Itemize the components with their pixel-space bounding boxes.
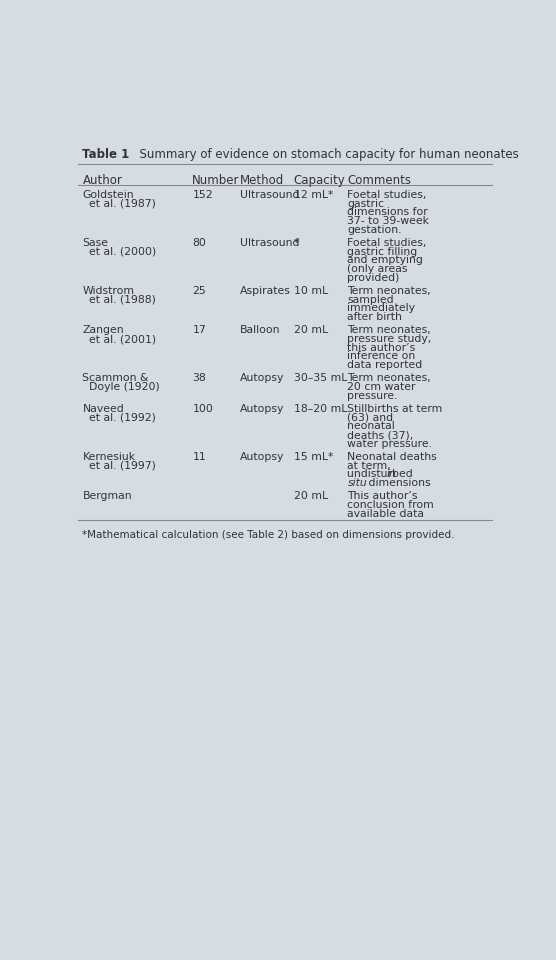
Text: gestation.: gestation. bbox=[348, 225, 402, 235]
Text: et al. (2000): et al. (2000) bbox=[82, 247, 157, 256]
Text: gastric filling: gastric filling bbox=[348, 247, 418, 256]
Text: Naveed: Naveed bbox=[82, 404, 124, 414]
Text: Widstrom: Widstrom bbox=[82, 286, 135, 296]
Text: conclusion from: conclusion from bbox=[348, 500, 434, 510]
Text: Kernesiuk: Kernesiuk bbox=[82, 452, 136, 462]
Text: data reported: data reported bbox=[348, 360, 423, 371]
Text: Neonatal deaths: Neonatal deaths bbox=[348, 452, 437, 462]
Text: et al. (1988): et al. (1988) bbox=[82, 295, 156, 304]
Text: and emptying: and emptying bbox=[348, 255, 423, 265]
Text: Bergman: Bergman bbox=[82, 492, 132, 501]
Text: after birth: after birth bbox=[348, 312, 403, 323]
Text: Table 1: Table 1 bbox=[82, 149, 130, 161]
Text: 18–20 mL: 18–20 mL bbox=[294, 404, 347, 414]
Text: Foetal studies,: Foetal studies, bbox=[348, 190, 427, 200]
Text: pressure.: pressure. bbox=[348, 391, 398, 400]
Text: 20 mL: 20 mL bbox=[294, 492, 327, 501]
Text: Term neonates,: Term neonates, bbox=[348, 373, 431, 383]
Text: 12 mL*: 12 mL* bbox=[294, 190, 333, 200]
Text: situ: situ bbox=[348, 478, 367, 488]
Text: in: in bbox=[387, 469, 397, 479]
Text: Zangen: Zangen bbox=[82, 325, 124, 335]
Text: 17: 17 bbox=[192, 325, 206, 335]
Text: Balloon: Balloon bbox=[240, 325, 280, 335]
Text: 37- to 39-week: 37- to 39-week bbox=[348, 216, 429, 226]
Text: provided): provided) bbox=[348, 273, 400, 283]
Text: 10 mL: 10 mL bbox=[294, 286, 327, 296]
Text: pressure study,: pressure study, bbox=[348, 334, 431, 344]
Text: sampled: sampled bbox=[348, 295, 394, 304]
Text: Summary of evidence on stomach capacity for human neonates: Summary of evidence on stomach capacity … bbox=[132, 149, 519, 161]
Text: Ultrasound: Ultrasound bbox=[240, 238, 299, 248]
Text: Aspirates: Aspirates bbox=[240, 286, 291, 296]
Text: et al. (1997): et al. (1997) bbox=[82, 461, 156, 470]
Text: 20 mL: 20 mL bbox=[294, 325, 327, 335]
Text: Term neonates,: Term neonates, bbox=[348, 325, 431, 335]
Text: gastric: gastric bbox=[348, 199, 384, 208]
Text: available data: available data bbox=[348, 509, 424, 518]
Text: 80: 80 bbox=[192, 238, 206, 248]
Text: et al. (1987): et al. (1987) bbox=[82, 199, 156, 208]
Text: Capacity: Capacity bbox=[294, 175, 345, 187]
Text: Sase: Sase bbox=[82, 238, 108, 248]
Text: inference on: inference on bbox=[348, 351, 416, 362]
Text: 25: 25 bbox=[192, 286, 206, 296]
Text: Number: Number bbox=[192, 175, 240, 187]
Text: *: * bbox=[294, 238, 299, 248]
Text: Autopsy: Autopsy bbox=[240, 404, 284, 414]
Text: Comments: Comments bbox=[348, 175, 411, 187]
Text: 20 cm water: 20 cm water bbox=[348, 382, 416, 392]
Text: 30–35 mL: 30–35 mL bbox=[294, 373, 347, 383]
Text: immediately: immediately bbox=[348, 303, 415, 313]
Text: Author: Author bbox=[82, 175, 122, 187]
Text: 38: 38 bbox=[192, 373, 206, 383]
Text: dimensions for: dimensions for bbox=[348, 207, 428, 217]
Text: Goldstein: Goldstein bbox=[82, 190, 134, 200]
Text: (only areas: (only areas bbox=[348, 264, 408, 274]
Text: 15 mL*: 15 mL* bbox=[294, 452, 333, 462]
Text: Scammon &: Scammon & bbox=[82, 373, 149, 383]
Text: *Mathematical calculation (see Table 2) based on dimensions provided.: *Mathematical calculation (see Table 2) … bbox=[82, 530, 455, 540]
Text: Foetal studies,: Foetal studies, bbox=[348, 238, 427, 248]
Text: Ultrasound: Ultrasound bbox=[240, 190, 299, 200]
Text: dimensions: dimensions bbox=[365, 478, 430, 488]
Text: et al. (2001): et al. (2001) bbox=[82, 334, 157, 344]
Text: Autopsy: Autopsy bbox=[240, 452, 284, 462]
Text: 100: 100 bbox=[192, 404, 213, 414]
Text: at term,: at term, bbox=[348, 461, 391, 470]
Text: et al. (1992): et al. (1992) bbox=[82, 413, 156, 422]
Text: neonatal: neonatal bbox=[348, 421, 395, 431]
Text: water pressure.: water pressure. bbox=[348, 439, 433, 449]
Text: 152: 152 bbox=[192, 190, 213, 200]
Text: undisturbed: undisturbed bbox=[348, 469, 416, 479]
Text: Stillbirths at term: Stillbirths at term bbox=[348, 404, 443, 414]
Text: Term neonates,: Term neonates, bbox=[348, 286, 431, 296]
Text: deaths (37),: deaths (37), bbox=[348, 430, 414, 440]
Text: this author’s: this author’s bbox=[348, 343, 416, 352]
Text: This author’s: This author’s bbox=[348, 492, 418, 501]
Text: 11: 11 bbox=[192, 452, 206, 462]
Text: Method: Method bbox=[240, 175, 284, 187]
Text: (63) and: (63) and bbox=[348, 413, 394, 422]
Text: Doyle (1920): Doyle (1920) bbox=[82, 382, 160, 392]
Text: Autopsy: Autopsy bbox=[240, 373, 284, 383]
